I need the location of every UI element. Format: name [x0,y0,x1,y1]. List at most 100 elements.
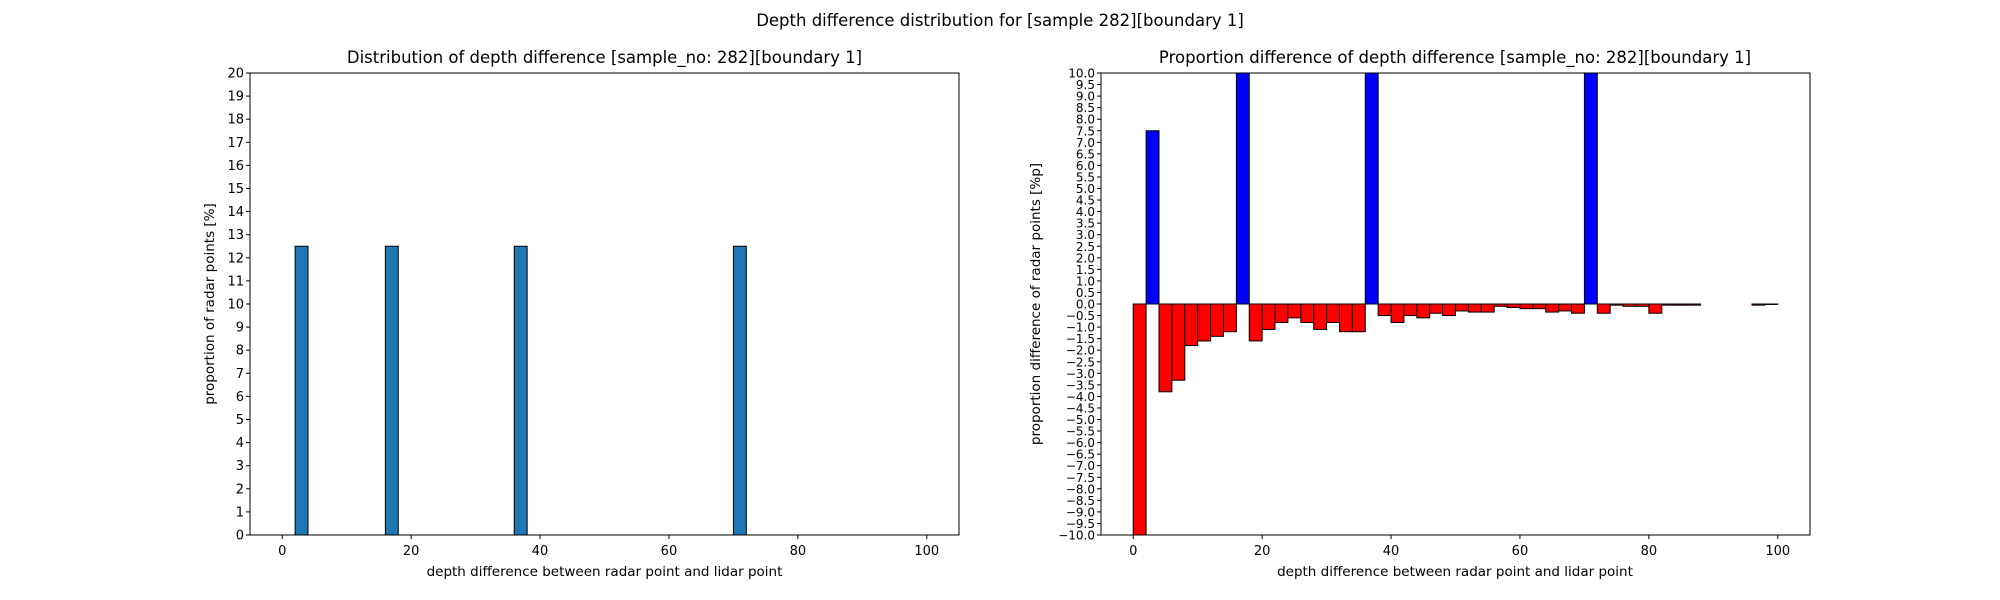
y-tick-label: 0.5 [1076,286,1095,300]
y-axis-label: proportion difference of radar points [%… [1028,163,1044,445]
bar [1171,303,1186,381]
bar [1455,303,1469,312]
y-tick-label: 3.5 [1076,217,1095,231]
y-tick-label: 9.5 [1076,78,1095,92]
distribution-chart: Distribution of depth difference [sample… [202,48,960,580]
bar [1261,303,1276,330]
y-tick-label: 7 [236,367,244,382]
x-axis-label: depth difference between radar point and… [1277,564,1633,580]
y-tick-label: 18 [227,113,244,128]
x-tick-label: 80 [1641,544,1658,559]
y-tick-label: −6.0 [1066,436,1095,450]
y-tick-label: 10 [227,298,244,313]
plot-frame [249,72,960,536]
bar [1583,72,1598,305]
bar [1751,303,1766,306]
y-tick-label: 9 [236,321,244,336]
bar [1609,303,1624,306]
bar [1158,303,1173,393]
y-tick-label: 0.0 [1076,298,1095,312]
bar [1222,303,1237,333]
y-tick-label: −7.0 [1066,459,1095,473]
bar-group [1132,72,1779,536]
y-tick-label: 5.5 [1076,170,1095,184]
y-tick-label: 5 [236,413,244,428]
bar [294,245,309,536]
bar [1467,303,1482,313]
bar [1377,303,1392,317]
y-tick-label: −2.0 [1066,344,1095,358]
y-tick-label: −5.0 [1066,413,1095,427]
x-tick-label: 100 [1765,544,1790,559]
y-tick-label: 0 [236,529,244,544]
bar [1545,303,1560,313]
bar [1674,303,1689,306]
bar [1506,303,1521,308]
bar [1687,303,1701,306]
y-tick-label: 7.0 [1076,136,1095,150]
bar [1184,303,1199,347]
bar [1596,303,1611,314]
y-tick-label: 2.5 [1076,240,1095,254]
y-tick-label: −7.5 [1066,471,1095,485]
y-tick-label: 7.5 [1076,124,1095,138]
y-tick-label: 3.0 [1076,228,1095,242]
bar [1132,303,1147,536]
y-tick-label: 12 [227,251,244,266]
x-tick-label: 60 [661,544,678,559]
bar [1145,130,1160,305]
bar [1390,303,1405,323]
bar [1622,303,1637,307]
bar [384,245,399,536]
y-tick-label: 6.0 [1076,159,1095,173]
y-tick-label: −1.5 [1066,332,1095,346]
bar [1248,303,1263,342]
y-tick-label: 1 [236,505,244,520]
y-tick-label: 6 [236,390,244,405]
y-tick-label: −8.5 [1066,494,1095,508]
y-tick-label: 8 [236,344,244,359]
y-tick-label: 9.0 [1076,90,1095,104]
y-tick-label: 8.5 [1076,101,1095,115]
bar [1403,303,1418,317]
y-tick-label: −9.5 [1066,517,1095,531]
y-tick-label: 17 [227,136,244,151]
bar [513,245,528,536]
y-tick-label: −1.0 [1066,321,1095,335]
x-axis-label: depth difference between radar point and… [427,564,783,580]
bar [1571,303,1585,314]
y-tick-label: 3 [236,459,244,474]
x-tick-label: 80 [790,544,807,559]
x-tick-label: 40 [1383,544,1400,559]
y-tick-label: −0.5 [1066,309,1095,323]
bar [1442,303,1457,317]
y-tick-label: 15 [227,182,244,197]
x-tick-label: 20 [1254,544,1271,559]
x-tick-label: 0 [278,544,286,559]
y-tick-label: 20 [227,67,244,82]
y-tick-label: 13 [227,228,244,243]
x-tick-label: 60 [1512,544,1529,559]
y-tick-label: −3.5 [1066,378,1095,392]
y-tick-label: −9.0 [1066,505,1095,519]
bar [1300,303,1315,323]
y-tick-label: 2.0 [1076,251,1095,265]
y-tick-label: 4 [236,436,244,451]
y-tick-label: −4.5 [1066,401,1095,415]
bar [1532,303,1547,310]
plot-frame [1100,72,1811,536]
y-tick-label: −8.0 [1066,482,1095,496]
y-tick-label: −6.5 [1066,448,1095,462]
x-tick-label: 0 [1129,544,1137,559]
y-tick-label: 2 [236,482,244,497]
y-tick-label: 16 [227,159,244,174]
bar-group [294,245,747,536]
bar [1661,303,1676,306]
proportion-difference-chart: Proportion difference of depth differenc… [1028,48,1811,580]
bar [1197,303,1212,342]
bar [1364,72,1379,305]
bar [1493,303,1508,307]
bar [1558,303,1573,312]
y-axis: −10.0−9.5−9.0−8.5−8.0−7.5−7.0−6.5−6.0−5.… [1058,67,1101,543]
